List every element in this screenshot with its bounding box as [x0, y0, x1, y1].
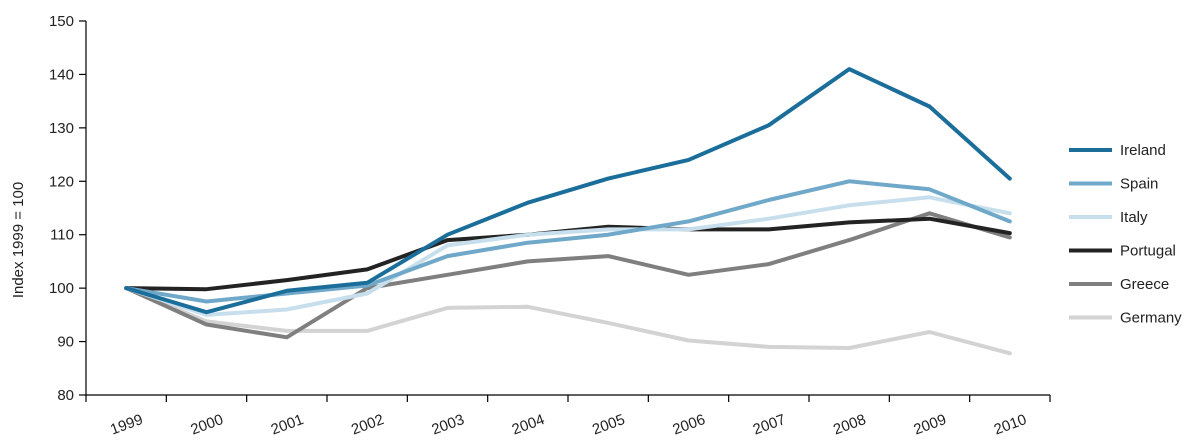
y-tick-label: 90 — [57, 334, 74, 351]
x-tick-label: 2010 — [992, 411, 1029, 438]
x-tick-label: 1999 — [108, 411, 145, 438]
y-tick-label: 130 — [49, 120, 74, 137]
series-line-italy — [124, 195, 1012, 317]
x-tick-label: 2002 — [349, 411, 386, 438]
x-tick-label: 2003 — [429, 411, 466, 438]
legend-label-spain: Spain — [1120, 176, 1158, 193]
legend-label-ireland: Ireland — [1120, 142, 1166, 159]
x-tick-label: 2000 — [188, 411, 225, 438]
x-tick-label: 2001 — [269, 411, 306, 438]
y-tick-label: 100 — [49, 280, 74, 297]
legend-label-italy: Italy — [1120, 209, 1148, 226]
x-tick-label: 2006 — [670, 411, 707, 438]
series-line-germany — [124, 286, 1012, 356]
x-tick-label: 2009 — [911, 411, 948, 438]
y-tick-label: 80 — [57, 387, 74, 404]
x-tick-label: 2005 — [590, 411, 627, 438]
x-tick-label: 2004 — [510, 411, 547, 438]
y-tick-label: 120 — [49, 173, 74, 190]
x-tick-label: 2007 — [751, 411, 788, 438]
legend-label-germany: Germany — [1120, 310, 1182, 327]
series-lines — [124, 67, 1012, 356]
y-tick-label: 140 — [49, 66, 74, 83]
axes: 80 90 100 110 120 130 140 150 1999 2000 2001 2002 20… — [49, 13, 1051, 438]
y-tick-label: 110 — [50, 227, 74, 244]
legend: Ireland Spain Italy Portugal Greece Germany — [1069, 142, 1182, 327]
series-line-greece — [124, 211, 1012, 340]
legend-label-portugal: Portugal — [1120, 243, 1176, 260]
legend-label-greece: Greece — [1120, 276, 1169, 293]
y-axis-title: Index 1999 = 100 — [10, 182, 27, 298]
x-tick-label: 2008 — [831, 411, 868, 438]
y-tick-label: 150 — [49, 13, 74, 30]
series-line-ireland — [124, 67, 1012, 315]
